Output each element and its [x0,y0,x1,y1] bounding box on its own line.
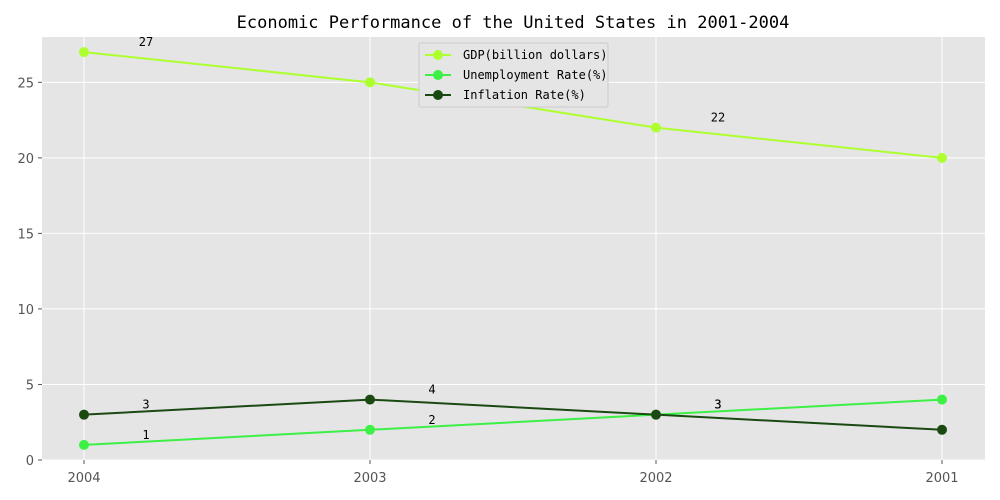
series-line [83,398,943,431]
chart-title: Economic Performance of the United State… [237,13,790,33]
data-label: 3 [714,398,721,412]
data-label: 22 [711,111,725,125]
legend-label: Unemployment Rate(%) [463,68,608,82]
data-label: 3 [714,398,721,412]
legend-label: Inflation Rate(%) [463,88,586,102]
y-tick-label: 20 [17,152,34,167]
data-label: 2 [428,413,435,427]
data-point [365,394,375,405]
data-point [365,77,375,88]
y-tick-label: 15 [17,227,34,242]
x-tick-label: 2001 [925,471,958,486]
data-label: 3 [142,398,149,412]
x-tick-label: 2004 [67,471,100,486]
data-point [365,424,375,435]
data-point [937,424,947,435]
x-tick-label: 2002 [639,471,672,486]
legend-label: GDP(billion dollars) [463,48,608,62]
series-line [83,398,943,446]
data-point [79,47,89,58]
x-tick-label: 2003 [353,471,386,486]
data-point [79,409,89,420]
legend-marker [433,70,443,80]
legend: GDP(billion dollars) Unemployment Rate(%)… [418,42,609,108]
legend-marker [433,90,443,100]
data-label: 1 [142,428,149,442]
legend-box [418,42,609,108]
y-tick-label: 10 [17,303,34,318]
data-point [79,439,89,450]
data-label: 27 [139,35,153,49]
y-tick-label: 25 [17,76,34,91]
y-tick-label: 0 [26,454,34,469]
data-label: 4 [428,383,435,397]
data-point [937,152,947,163]
data-point [651,122,661,133]
y-tick-label: 5 [26,378,34,393]
data-point [651,409,661,420]
data-point [937,394,947,405]
legend-marker [433,50,443,60]
